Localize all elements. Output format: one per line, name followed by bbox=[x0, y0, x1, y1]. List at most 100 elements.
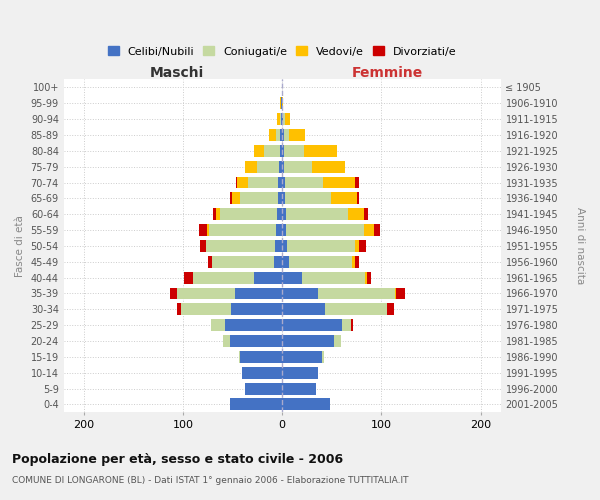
Bar bbox=[318, 288, 395, 300]
Bar bbox=[348, 208, 364, 220]
Bar bbox=[275, 240, 282, 252]
Bar bbox=[285, 113, 290, 125]
Bar bbox=[265, 145, 280, 157]
Bar bbox=[282, 129, 284, 141]
Bar bbox=[282, 398, 330, 410]
Bar bbox=[365, 272, 367, 283]
Bar bbox=[304, 145, 337, 157]
Bar bbox=[280, 98, 281, 109]
Bar bbox=[230, 192, 232, 204]
Bar bbox=[282, 367, 318, 378]
Bar bbox=[282, 335, 334, 347]
Bar bbox=[281, 113, 282, 125]
Bar bbox=[282, 176, 285, 188]
Bar bbox=[282, 113, 283, 125]
Bar bbox=[388, 304, 394, 316]
Bar bbox=[355, 176, 359, 188]
Bar bbox=[280, 145, 282, 157]
Bar bbox=[289, 129, 305, 141]
Bar bbox=[286, 224, 364, 236]
Bar bbox=[199, 224, 207, 236]
Bar bbox=[331, 192, 356, 204]
Bar bbox=[223, 335, 230, 347]
Bar bbox=[277, 208, 282, 220]
Y-axis label: Fasce di età: Fasce di età bbox=[15, 215, 25, 277]
Bar bbox=[177, 288, 235, 300]
Bar bbox=[342, 319, 350, 331]
Bar bbox=[206, 240, 275, 252]
Bar bbox=[209, 224, 276, 236]
Bar bbox=[235, 288, 282, 300]
Bar bbox=[282, 351, 322, 363]
Bar bbox=[280, 113, 281, 125]
Bar bbox=[284, 145, 304, 157]
Text: Maschi: Maschi bbox=[150, 66, 205, 80]
Bar bbox=[312, 160, 345, 172]
Bar bbox=[355, 240, 359, 252]
Bar bbox=[355, 256, 359, 268]
Bar bbox=[359, 240, 365, 252]
Bar bbox=[285, 176, 323, 188]
Bar bbox=[220, 208, 277, 220]
Bar bbox=[236, 176, 248, 188]
Bar bbox=[280, 129, 282, 141]
Bar bbox=[285, 192, 331, 204]
Bar bbox=[211, 319, 224, 331]
Bar bbox=[364, 224, 374, 236]
Text: COMUNE DI LONGARONE (BL) - Dati ISTAT 1° gennaio 2006 - Elaborazione TUTTITALIA.: COMUNE DI LONGARONE (BL) - Dati ISTAT 1°… bbox=[12, 476, 409, 485]
Bar bbox=[282, 272, 302, 283]
Bar bbox=[279, 160, 282, 172]
Bar bbox=[282, 98, 283, 109]
Bar bbox=[230, 398, 282, 410]
Bar bbox=[274, 256, 282, 268]
Y-axis label: Anni di nascita: Anni di nascita bbox=[575, 208, 585, 284]
Bar bbox=[287, 240, 355, 252]
Bar bbox=[241, 192, 278, 204]
Bar bbox=[208, 256, 212, 268]
Bar bbox=[184, 272, 193, 283]
Text: Popolazione per età, sesso e stato civile - 2006: Popolazione per età, sesso e stato civil… bbox=[12, 452, 343, 466]
Bar bbox=[200, 240, 206, 252]
Bar bbox=[352, 256, 355, 268]
Bar bbox=[367, 272, 371, 283]
Bar bbox=[170, 288, 177, 300]
Bar bbox=[245, 160, 257, 172]
Bar bbox=[282, 208, 286, 220]
Bar bbox=[323, 176, 355, 188]
Bar bbox=[284, 160, 312, 172]
Bar bbox=[257, 160, 279, 172]
Bar bbox=[177, 304, 181, 316]
Bar bbox=[254, 145, 265, 157]
Bar bbox=[248, 176, 278, 188]
Bar bbox=[282, 160, 284, 172]
Legend: Celibi/Nubili, Coniugati/e, Vedovi/e, Divorziati/e: Celibi/Nubili, Coniugati/e, Vedovi/e, Di… bbox=[103, 42, 461, 61]
Bar bbox=[283, 113, 285, 125]
Bar bbox=[276, 129, 280, 141]
Bar bbox=[395, 288, 397, 300]
Text: Femmine: Femmine bbox=[352, 66, 422, 80]
Bar bbox=[302, 272, 365, 283]
Bar bbox=[213, 208, 215, 220]
Bar bbox=[397, 288, 405, 300]
Bar bbox=[282, 304, 325, 316]
Bar bbox=[224, 319, 282, 331]
Bar bbox=[282, 288, 318, 300]
Bar bbox=[356, 192, 359, 204]
Bar bbox=[334, 335, 341, 347]
Bar bbox=[239, 351, 282, 363]
Bar bbox=[245, 382, 282, 394]
Bar bbox=[215, 208, 220, 220]
Bar bbox=[278, 192, 282, 204]
Bar bbox=[181, 304, 230, 316]
Bar bbox=[269, 129, 276, 141]
Bar bbox=[289, 256, 352, 268]
Bar bbox=[282, 382, 316, 394]
Bar bbox=[350, 319, 353, 331]
Bar bbox=[277, 113, 280, 125]
Bar bbox=[282, 145, 284, 157]
Bar bbox=[374, 224, 380, 236]
Bar bbox=[284, 129, 289, 141]
Bar bbox=[230, 335, 282, 347]
Bar bbox=[242, 367, 282, 378]
Bar bbox=[282, 319, 342, 331]
